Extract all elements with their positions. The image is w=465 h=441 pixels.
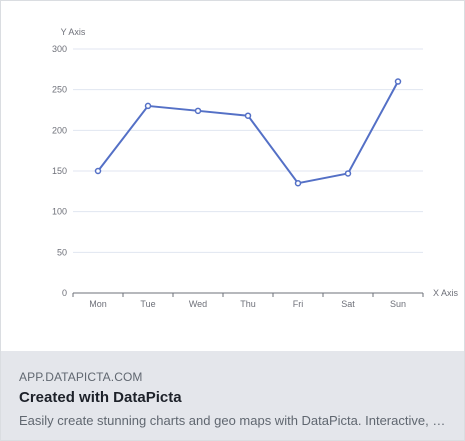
y-tick-label: 300	[52, 44, 67, 54]
data-point[interactable]	[94, 167, 102, 175]
series-layer	[94, 78, 402, 187]
preview-domain: APP.DATAPICTA.COM	[19, 370, 143, 384]
x-tick-label: Thu	[240, 299, 256, 309]
x-tick-labels: Mon Tue Wed Thu Fri Sat Sun	[89, 299, 406, 309]
x-axis-label: X Axis	[433, 288, 459, 298]
x-tick-label: Wed	[189, 299, 207, 309]
x-tick-label: Sat	[341, 299, 355, 309]
x-tick-label: Sun	[390, 299, 406, 309]
x-tick-label: Mon	[89, 299, 107, 309]
data-point[interactable]	[144, 102, 152, 110]
data-point[interactable]	[294, 179, 302, 187]
y-tick-label: 250	[52, 85, 67, 95]
data-point[interactable]	[344, 170, 352, 177]
x-tick-label: Fri	[293, 299, 304, 309]
data-point[interactable]	[244, 112, 252, 119]
y-tick-label: 50	[57, 247, 67, 257]
y-tick-label: 100	[52, 207, 67, 217]
line-chart: 0 50 100 150 200 250 300 Mon Tue Wed Thu Fri Sat Sun…	[52, 27, 459, 309]
data-point[interactable]	[394, 78, 402, 85]
x-tick-marks	[72, 293, 424, 297]
grid-lines	[73, 48, 423, 253]
preview-description: Easily create stunning charts and geo ma…	[19, 413, 451, 428]
y-tick-label: 0	[62, 288, 67, 298]
chart-image: 0 50 100 150 200 250 300 Mon Tue Wed Thu Fri Sat Sun…	[1, 1, 464, 351]
x-tick-label: Tue	[140, 299, 155, 309]
preview-title[interactable]: Created with DataPicta	[19, 389, 182, 406]
data-point[interactable]	[194, 107, 202, 115]
y-tick-label: 150	[52, 166, 67, 176]
y-axis-label: Y Axis	[61, 27, 86, 37]
preview-footer[interactable]: APP.DATAPICTA.COM Created with DataPicta…	[1, 351, 464, 440]
y-tick-label: 200	[52, 125, 67, 135]
series-line	[97, 81, 399, 185]
y-tick-labels: 0 50 100 150 200 250 300	[52, 44, 67, 298]
